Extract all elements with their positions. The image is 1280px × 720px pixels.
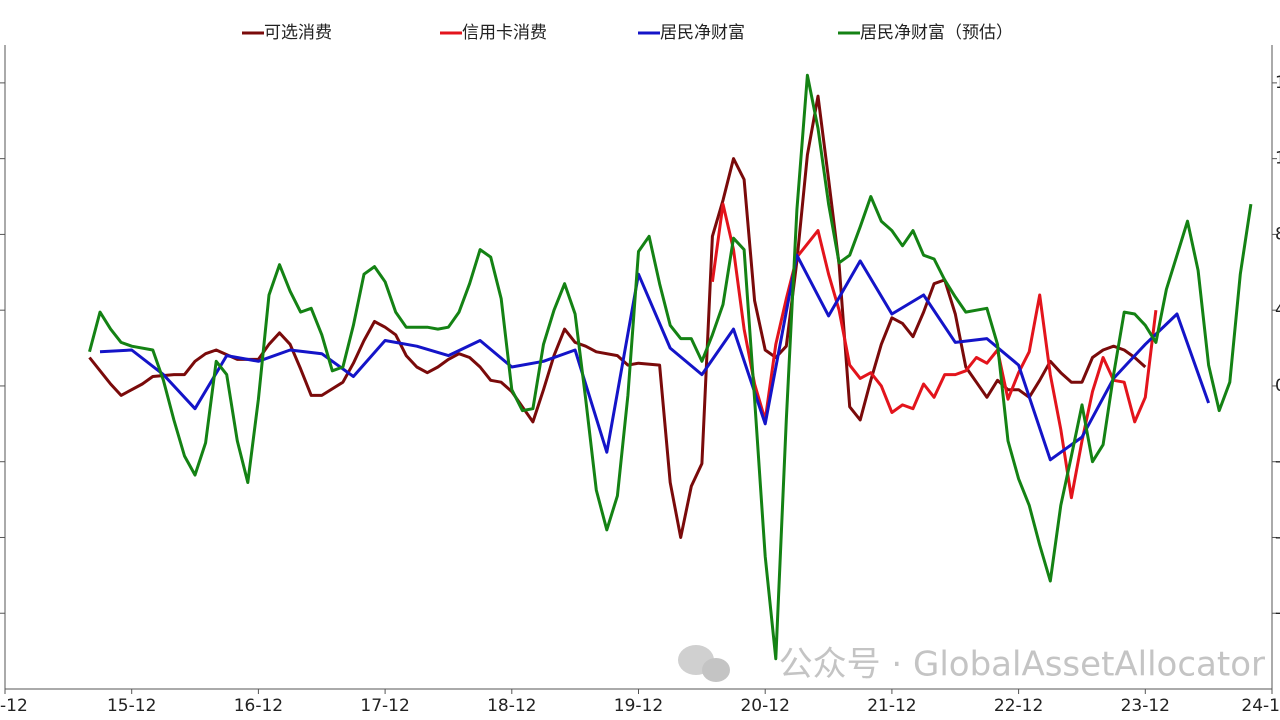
x-tick-label: 18-12 (487, 696, 536, 716)
y-tick-label: 8 (1275, 224, 1280, 244)
x-tick-label: 24-1 (1241, 696, 1280, 716)
x-tick-label: 16-12 (234, 696, 283, 716)
y-tick-label: 4 (1275, 300, 1280, 320)
watermark-icon (678, 645, 730, 682)
series-line (99, 253, 1211, 462)
series-line (88, 73, 1253, 661)
legend-label: 信用卡消费 (462, 23, 547, 43)
legend-label: 居民净财富 (660, 23, 745, 43)
y-tick-label: - (1275, 527, 1280, 547)
legend-label: 可选消费 (264, 23, 332, 43)
x-tick-label: 17-12 (360, 696, 409, 716)
x-tick-label: 21-12 (867, 696, 916, 716)
x-tick-label: 15-12 (107, 696, 156, 716)
x-tick-label: 20-12 (740, 696, 789, 716)
series-line (88, 94, 1147, 539)
legend-label: 居民净财富（预估） (860, 23, 1013, 43)
y-tick-label: - (1275, 603, 1280, 623)
x-tick-label: 22-12 (994, 696, 1043, 716)
y-tick-label: - (1275, 452, 1280, 472)
y-tick-label: 1 (1275, 73, 1280, 93)
x-tick-label: -12 (0, 696, 28, 716)
x-tick-label: 23-12 (1121, 696, 1170, 716)
x-tick-label: 19-12 (614, 696, 663, 716)
y-tick-label: 1 (1275, 149, 1280, 169)
y-tick-label: 0 (1275, 376, 1280, 396)
watermark: 公众号 · GlobalAssetAllocator (779, 645, 1265, 685)
